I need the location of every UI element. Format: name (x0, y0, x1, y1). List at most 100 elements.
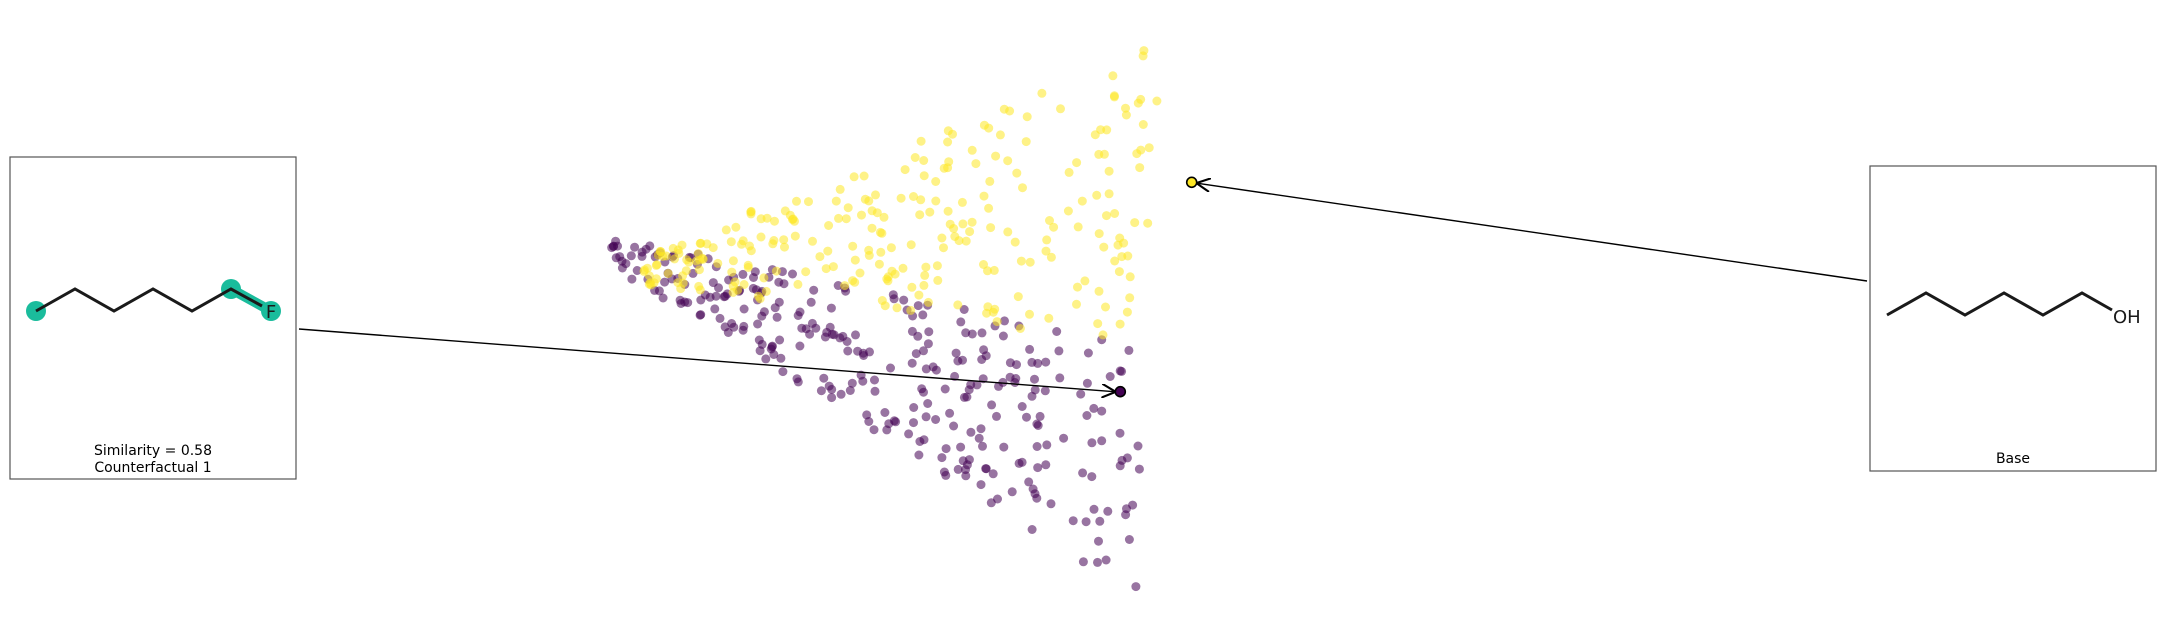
scatter-point (931, 177, 941, 186)
scatter-point (1010, 237, 1020, 247)
scatter-point (1042, 440, 1052, 450)
scatter-point (779, 235, 789, 245)
scatter-point (1076, 389, 1086, 399)
scatter-point (1027, 391, 1037, 401)
scatter-point (731, 222, 741, 232)
scatter-point (1035, 411, 1045, 421)
scatter-point (1121, 110, 1131, 120)
scatter-point (820, 332, 830, 342)
scatter-point (1083, 348, 1093, 358)
scatter-point (1021, 137, 1031, 147)
scatter-point (626, 251, 636, 261)
scatter-point (867, 223, 877, 233)
scatter-point (748, 283, 758, 293)
scatter-point (836, 389, 846, 399)
scatter-point (1041, 246, 1051, 256)
scatter-point (673, 245, 683, 255)
scatter-point (1049, 222, 1059, 232)
scatter-point (909, 192, 918, 201)
scatter-point (981, 464, 991, 474)
scatter-point (1089, 403, 1099, 413)
scatter-point (943, 206, 953, 216)
scatter-point (1044, 313, 1054, 323)
scatter-point (1080, 276, 1090, 286)
scatter-point (976, 424, 986, 434)
scatter-point (961, 236, 971, 246)
scatter-point (1072, 299, 1081, 309)
scatter-point (776, 353, 786, 363)
scatter-point (838, 331, 848, 341)
scatter-point (792, 196, 801, 206)
scatter-point (1115, 366, 1125, 376)
scatter-point (1078, 557, 1088, 567)
scatter-point (956, 442, 966, 452)
scatter-point (886, 363, 895, 373)
scatter-point (1000, 316, 1009, 326)
base-caption: Base (1996, 451, 2030, 467)
scatter-point (1041, 357, 1051, 367)
scatter-point (1030, 374, 1039, 384)
scatter-point (670, 254, 679, 264)
scatter-point (1073, 222, 1083, 232)
molecule-skeleton (1886, 291, 2113, 317)
scatter-point (683, 298, 693, 308)
scatter-point (1033, 421, 1043, 430)
scatter-point (771, 266, 781, 276)
scatter-point (1097, 406, 1107, 416)
counterfactual-panel: F Similarity = 0.58 Counterfactual 1 (9, 156, 297, 480)
scatter-point (728, 281, 738, 291)
scatter-point (974, 433, 984, 443)
scatter-point (1110, 256, 1120, 266)
scatter-point (850, 255, 860, 265)
scatter-point (1104, 166, 1114, 176)
scatter-point (743, 260, 753, 270)
scatter-point (847, 378, 857, 388)
scatter-point (1003, 156, 1013, 166)
scatter-point (1104, 189, 1114, 199)
scatter-point (1013, 292, 1023, 302)
scatter-point (1073, 282, 1082, 292)
scatter-point (1124, 535, 1134, 544)
highlight-point-base (1185, 176, 1198, 189)
scatter-point (654, 286, 664, 296)
scatter-point (696, 295, 706, 305)
scatter-point (845, 386, 855, 395)
scatter-point (870, 375, 879, 385)
scatter-point (943, 137, 953, 147)
scatter-point (949, 421, 959, 431)
scatter-point (790, 216, 799, 226)
scatter-point (993, 494, 1002, 504)
scatter-point (939, 243, 948, 253)
scatter-point (874, 259, 884, 269)
scatter-point (990, 304, 1000, 314)
scatter-point (609, 241, 619, 251)
scatter-point (957, 197, 967, 207)
scatter-point (1099, 149, 1109, 159)
scatter-point (660, 277, 670, 287)
scatter-point (890, 269, 900, 279)
scatter-point (795, 341, 805, 351)
scatter-point (867, 206, 877, 216)
scatter-point (921, 364, 931, 374)
scatter-point (753, 319, 763, 329)
scatter-point (1134, 464, 1144, 474)
scatter-point (1115, 319, 1125, 329)
scatter-point (1114, 267, 1124, 277)
scatter-point (875, 227, 885, 237)
scatter-point (1011, 374, 1021, 383)
scatter-point (738, 325, 748, 335)
scatter-point (995, 130, 1005, 140)
scatter-point (949, 224, 959, 233)
scatter-point (708, 278, 718, 288)
scatter-point (788, 269, 797, 279)
scatter-point (848, 276, 858, 286)
scatter-point (1045, 216, 1054, 225)
scatter-point (1032, 442, 1042, 451)
scatter-point (978, 441, 987, 451)
scatter-point (919, 156, 929, 165)
scatter-point (1130, 218, 1140, 228)
scatter-point (971, 159, 981, 169)
scatter-point (864, 245, 874, 255)
scatter-point (932, 261, 942, 271)
scatter-point (825, 322, 835, 332)
